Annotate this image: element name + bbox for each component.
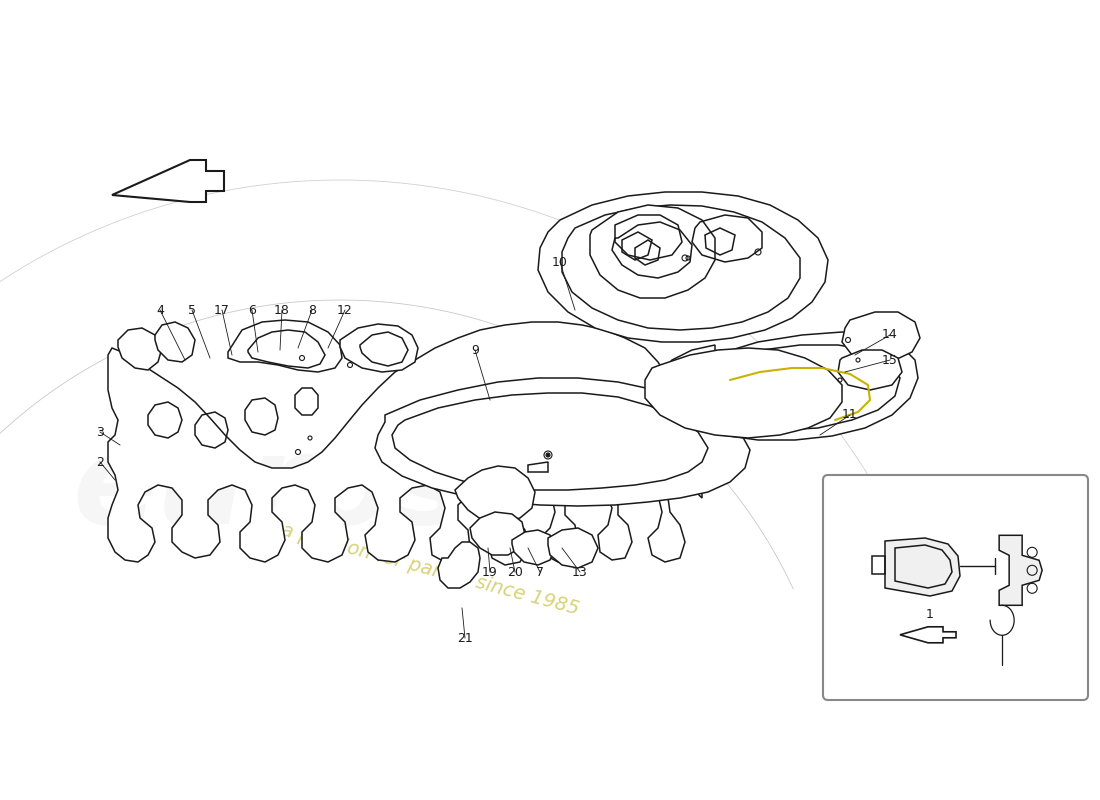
Text: 11: 11 bbox=[843, 409, 858, 422]
Text: 6: 6 bbox=[249, 303, 256, 317]
Text: 8: 8 bbox=[308, 303, 316, 317]
Text: 2: 2 bbox=[96, 455, 103, 469]
Text: 13: 13 bbox=[572, 566, 587, 578]
Text: euros: euros bbox=[73, 430, 468, 550]
Polygon shape bbox=[340, 324, 418, 372]
Text: 1: 1 bbox=[896, 581, 904, 594]
Text: 9: 9 bbox=[471, 343, 478, 357]
Polygon shape bbox=[470, 512, 525, 555]
Text: 17: 17 bbox=[214, 303, 230, 317]
Polygon shape bbox=[512, 530, 556, 565]
Text: 1: 1 bbox=[926, 608, 934, 621]
Polygon shape bbox=[658, 332, 918, 440]
Text: 10: 10 bbox=[552, 255, 568, 269]
Text: 20: 20 bbox=[507, 566, 522, 578]
Text: a passion for parts - since 1985: a passion for parts - since 1985 bbox=[279, 521, 581, 619]
Polygon shape bbox=[118, 328, 162, 370]
FancyBboxPatch shape bbox=[823, 475, 1088, 700]
Polygon shape bbox=[455, 466, 535, 522]
Polygon shape bbox=[538, 192, 828, 342]
Text: 18: 18 bbox=[274, 303, 290, 317]
Text: 19: 19 bbox=[482, 566, 498, 578]
Text: 21: 21 bbox=[458, 631, 473, 645]
Text: 3: 3 bbox=[96, 426, 103, 438]
Polygon shape bbox=[999, 535, 1042, 606]
Polygon shape bbox=[155, 322, 195, 362]
Polygon shape bbox=[838, 350, 902, 390]
Text: 4: 4 bbox=[156, 303, 164, 317]
Polygon shape bbox=[108, 322, 702, 565]
Polygon shape bbox=[375, 378, 750, 506]
Polygon shape bbox=[548, 528, 598, 568]
Polygon shape bbox=[645, 348, 842, 438]
Polygon shape bbox=[228, 320, 342, 372]
Polygon shape bbox=[886, 538, 960, 596]
Polygon shape bbox=[842, 312, 920, 362]
Text: 5: 5 bbox=[188, 303, 196, 317]
Text: 15: 15 bbox=[882, 354, 898, 366]
Polygon shape bbox=[112, 160, 224, 202]
Text: 7: 7 bbox=[536, 566, 544, 578]
Circle shape bbox=[546, 453, 550, 457]
Polygon shape bbox=[438, 542, 480, 588]
Polygon shape bbox=[590, 205, 715, 298]
Polygon shape bbox=[900, 627, 956, 642]
Text: 14: 14 bbox=[882, 329, 898, 342]
Text: 12: 12 bbox=[337, 303, 353, 317]
